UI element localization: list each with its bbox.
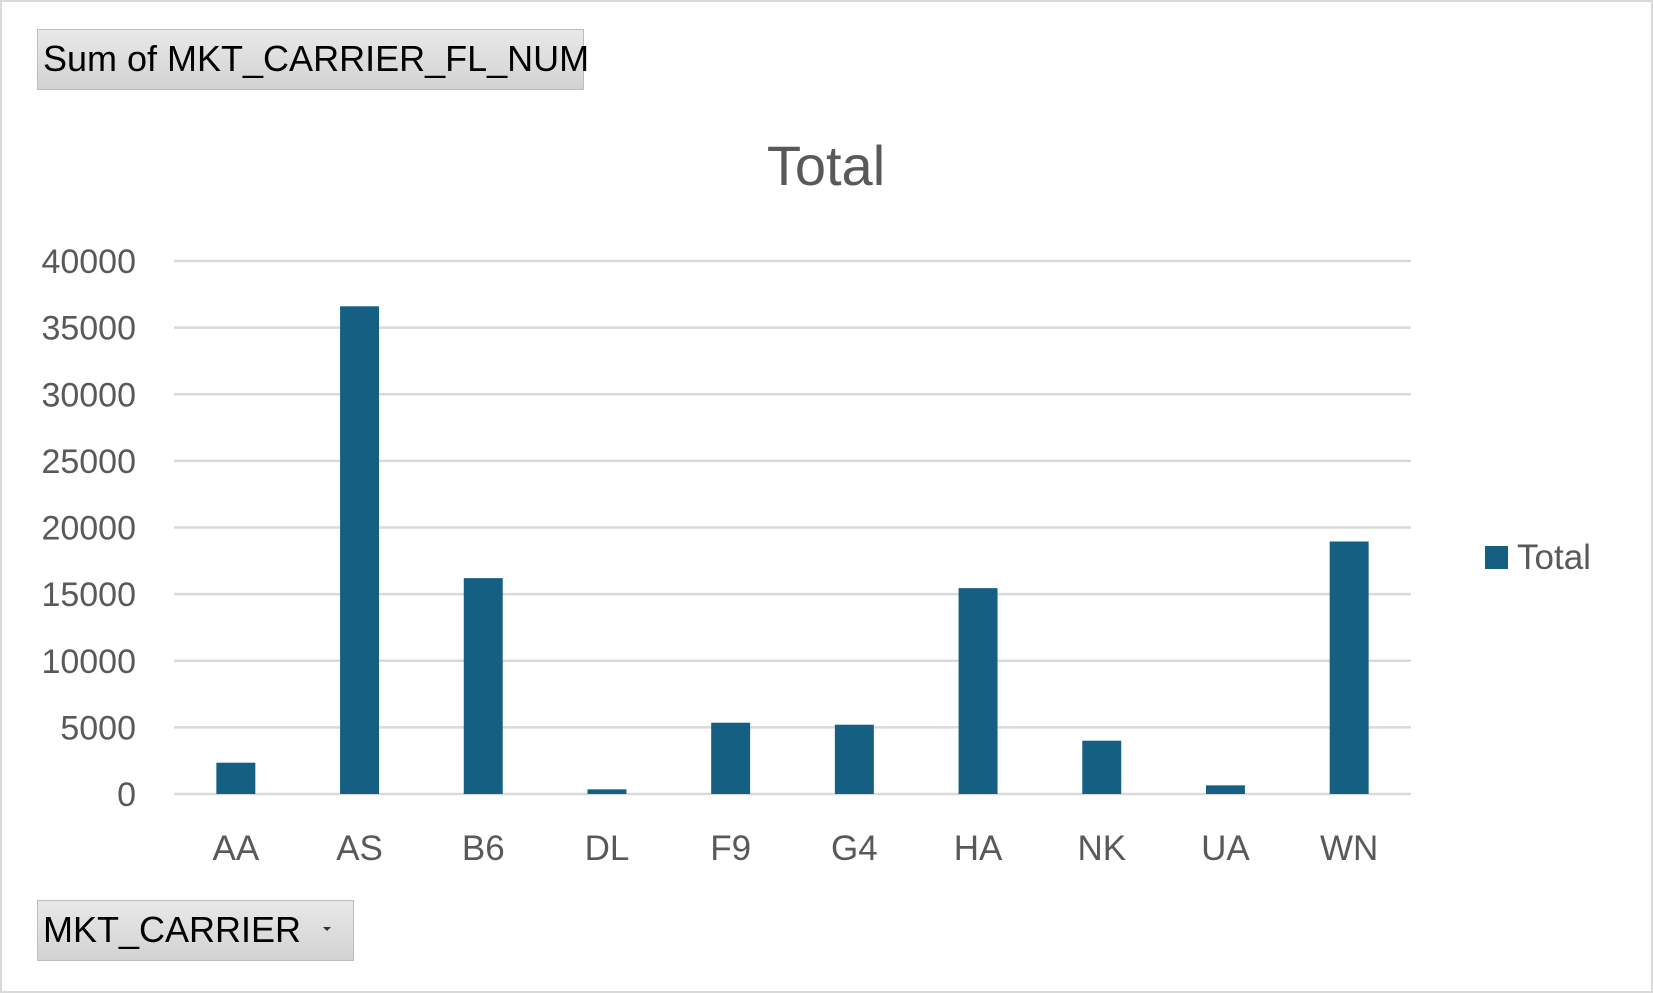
- x-axis-ticks: AA AS B6 DL F9 G4 HA NK UA WN: [212, 829, 1378, 868]
- bar-as: [340, 306, 380, 794]
- bar-g4: [834, 724, 874, 794]
- y-tick-label: 40000: [41, 243, 136, 281]
- gridlines: [174, 259, 1411, 796]
- bar-nk: [1082, 740, 1122, 794]
- axis-field-button[interactable]: MKT_CARRIER: [37, 900, 354, 961]
- y-tick-label: 25000: [41, 443, 136, 481]
- x-tick-label: F9: [710, 829, 751, 868]
- value-field-button[interactable]: Sum of MKT_CARRIER_FL_NUM: [37, 29, 589, 90]
- y-tick-label: 0: [117, 776, 136, 814]
- bar-f9: [711, 722, 751, 794]
- x-tick-label: G4: [831, 829, 878, 868]
- legend-swatch: [1485, 546, 1508, 569]
- x-tick-label: B6: [462, 829, 505, 868]
- y-tick-label: 5000: [60, 709, 136, 747]
- bar-ua: [1205, 785, 1245, 794]
- x-tick-label: AS: [336, 829, 383, 868]
- bar-aa: [216, 762, 256, 794]
- x-tick-label: DL: [585, 829, 630, 868]
- y-tick-label: 10000: [41, 643, 136, 681]
- bar-b6: [463, 578, 503, 794]
- bar-ha: [958, 588, 998, 794]
- legend: Total: [1485, 538, 1591, 577]
- legend-label: Total: [1517, 538, 1591, 577]
- x-tick-label: WN: [1320, 829, 1378, 868]
- dropdown-arrow-icon[interactable]: [323, 927, 331, 931]
- bar-wn: [1329, 541, 1369, 794]
- chart-title: Total: [767, 134, 885, 197]
- y-axis-ticks: 0 5000 10000 15000 20000 25000 30000 35000 40000: [41, 243, 136, 814]
- axis-field-label: MKT_CARRIER: [43, 909, 302, 950]
- x-tick-label: UA: [1201, 829, 1250, 868]
- y-tick-label: 30000: [41, 376, 136, 414]
- x-tick-label: AA: [212, 829, 259, 868]
- x-tick-label: NK: [1077, 829, 1126, 868]
- y-tick-label: 15000: [41, 576, 136, 614]
- bar-dl: [587, 789, 627, 794]
- bars: [216, 306, 1369, 794]
- x-tick-label: HA: [954, 829, 1003, 868]
- y-tick-label: 20000: [41, 510, 136, 548]
- value-field-label: Sum of MKT_CARRIER_FL_NUM: [43, 38, 590, 79]
- y-tick-label: 35000: [41, 310, 136, 348]
